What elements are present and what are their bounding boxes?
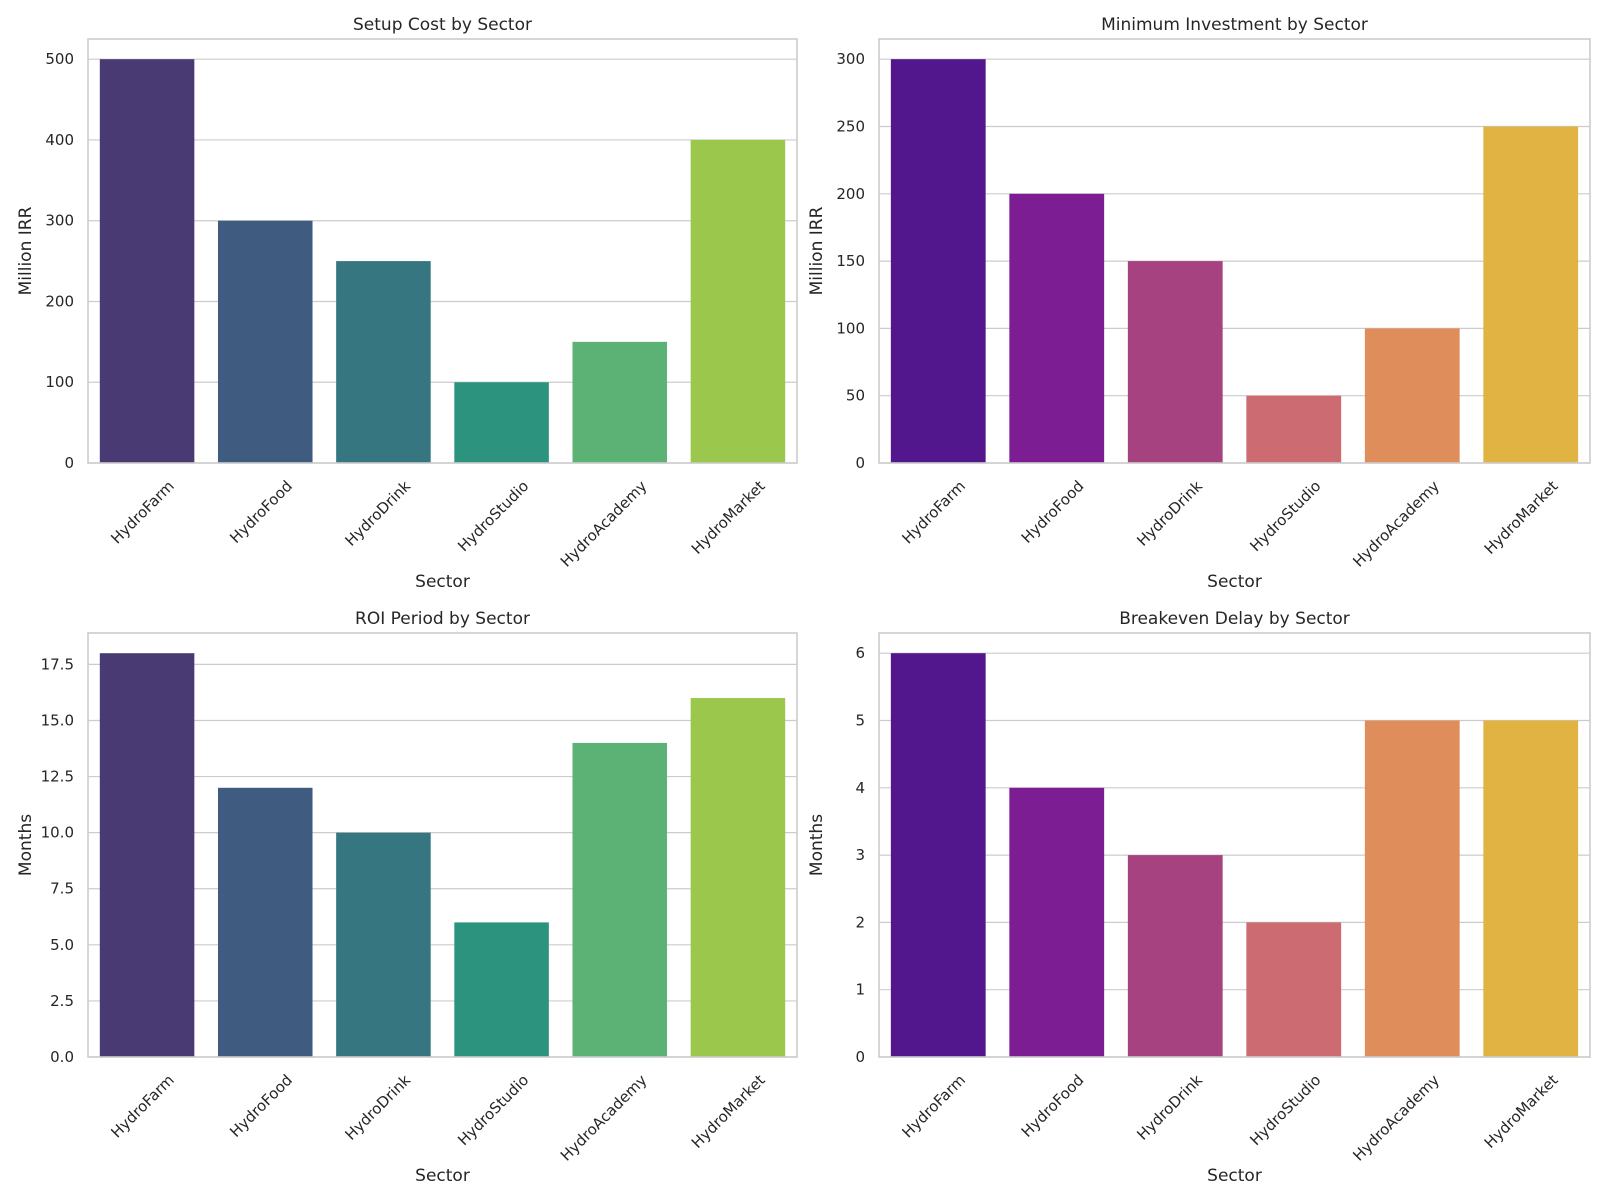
bar-hydrofarm <box>99 653 195 1057</box>
chart-panel-2: 0 50 100 150 200 250 300 HydroFarm HydroFood Hydr… <box>807 15 1591 592</box>
y-tick-label: 150 <box>836 252 865 270</box>
plot-frame <box>87 632 798 1058</box>
y-tick-label: 0.0 <box>50 1048 74 1066</box>
bar-hydrofood <box>217 220 313 463</box>
bar-hydrofood <box>217 787 313 1057</box>
x-axis-label: Sector <box>1207 1166 1262 1186</box>
plot-frame <box>878 38 1591 464</box>
y-tick-label: 200 <box>45 292 74 310</box>
x-tick-label: HydroStudio <box>1246 1071 1324 1149</box>
y-tick-label: 500 <box>45 50 74 68</box>
y-axis-label: Million IRR <box>16 206 36 295</box>
x-tick-label: HydroStudio <box>454 1071 532 1149</box>
x-tick-label: HydroAcademy <box>1349 477 1443 571</box>
y-tick-label: 50 <box>846 387 865 405</box>
chart-title: Breakeven Delay by Sector <box>1119 609 1350 629</box>
y-tick-label: 15.0 <box>41 711 74 729</box>
y-axis-label: Million IRR <box>807 206 827 295</box>
x-tick-label: HydroStudio <box>454 477 532 555</box>
y-tick-label: 1 <box>855 981 865 999</box>
x-tick-label: HydroFarm <box>107 477 177 547</box>
bar-hydrodrink <box>336 261 431 463</box>
x-tick-label: HydroDrink <box>1133 477 1206 550</box>
y-tick-label: 6 <box>855 644 865 662</box>
bar-hydrofood <box>1009 193 1105 464</box>
y-tick-label: 300 <box>45 212 74 230</box>
bar-hydroacademy <box>1364 328 1460 463</box>
y-tick-label: 2.5 <box>50 992 74 1010</box>
x-tick-label: HydroFood <box>226 1071 296 1141</box>
bar-hydromarket <box>690 139 786 463</box>
y-tick-label: 5 <box>855 711 865 729</box>
plot-frame <box>878 632 1591 1058</box>
bar-hydrodrink <box>336 832 431 1057</box>
x-tick-label: HydroFood <box>1018 1071 1088 1141</box>
chart-panel-4: 0 1 2 3 4 5 6 HydroFarm HydroFood HydroDrink Hydro… <box>807 609 1591 1186</box>
bar-hydrofarm <box>890 653 986 1057</box>
x-tick-label: HydroMarket <box>688 1071 769 1152</box>
x-tick-label: HydroMarket <box>688 477 769 558</box>
bar-hydromarket <box>1483 126 1579 463</box>
bar-hydroacademy <box>572 341 668 463</box>
y-axis-label: Months <box>807 814 827 876</box>
x-tick-label: HydroFood <box>226 477 296 547</box>
y-tick-label: 0 <box>855 1048 865 1066</box>
x-tick-label: HydroStudio <box>1246 477 1324 555</box>
chart-panel-3: 0.0 2.5 5.0 7.5 10.0 12.5 15.0 17.5 HydroFarm Hyd… <box>16 609 798 1186</box>
y-tick-label: 250 <box>836 117 865 135</box>
chart-panel-1: 0 100 200 300 400 500 HydroFarm HydroFood HydroD… <box>16 15 798 592</box>
y-tick-label: 0 <box>64 454 74 472</box>
bar-hydromarket <box>690 698 786 1057</box>
y-tick-label: 100 <box>45 373 74 391</box>
x-tick-label: HydroFarm <box>107 1071 177 1141</box>
x-tick-label: HydroMarket <box>1481 1071 1562 1152</box>
x-tick-label: HydroAcademy <box>1349 1071 1443 1165</box>
x-axis-label: Sector <box>415 572 470 592</box>
x-tick-label: HydroMarket <box>1481 477 1562 558</box>
bar-hydrostudio <box>1246 922 1342 1057</box>
x-tick-label: HydroFarm <box>899 1071 969 1141</box>
chart-title: ROI Period by Sector <box>355 609 530 629</box>
x-axis-label: Sector <box>415 1166 470 1186</box>
y-tick-label: 5.0 <box>50 936 74 954</box>
y-tick-label: 300 <box>836 50 865 68</box>
bar-hydrodrink <box>1127 855 1223 1057</box>
x-tick-label: HydroFarm <box>899 477 969 547</box>
y-tick-label: 12.5 <box>41 768 74 786</box>
y-tick-label: 7.5 <box>50 880 74 898</box>
bar-hydrofarm <box>99 59 195 463</box>
bar-hydrostudio <box>1246 395 1342 463</box>
y-tick-label: 3 <box>855 846 865 864</box>
bar-hydromarket <box>1483 720 1579 1057</box>
y-tick-label: 4 <box>855 779 865 797</box>
x-tick-label: HydroAcademy <box>557 477 651 571</box>
bar-hydrofood <box>1009 787 1105 1057</box>
y-tick-label: 10.0 <box>41 824 74 842</box>
y-tick-label: 400 <box>45 131 74 149</box>
y-tick-label: 0 <box>855 454 865 472</box>
bar-hydrodrink <box>1127 261 1223 463</box>
x-tick-label: HydroDrink <box>341 477 414 550</box>
chart-title: Minimum Investment by Sector <box>1101 15 1368 35</box>
bar-hydroacademy <box>572 742 668 1057</box>
bar-hydrostudio <box>454 922 549 1057</box>
y-axis-label: Months <box>16 814 36 876</box>
y-tick-label: 200 <box>836 185 865 203</box>
x-tick-label: HydroAcademy <box>557 1071 651 1165</box>
bar-hydrostudio <box>454 382 549 463</box>
plot-frame <box>87 38 798 464</box>
y-tick-label: 100 <box>836 319 865 337</box>
y-tick-label: 2 <box>855 913 865 931</box>
y-tick-label: 17.5 <box>41 655 74 673</box>
x-tick-label: HydroFood <box>1018 477 1088 547</box>
chart-title: Setup Cost by Sector <box>353 15 532 35</box>
bar-hydrofarm <box>890 59 986 463</box>
x-axis-label: Sector <box>1207 572 1262 592</box>
x-tick-label: HydroDrink <box>341 1071 414 1144</box>
bar-hydroacademy <box>1364 720 1460 1057</box>
x-tick-label: HydroDrink <box>1133 1071 1206 1144</box>
